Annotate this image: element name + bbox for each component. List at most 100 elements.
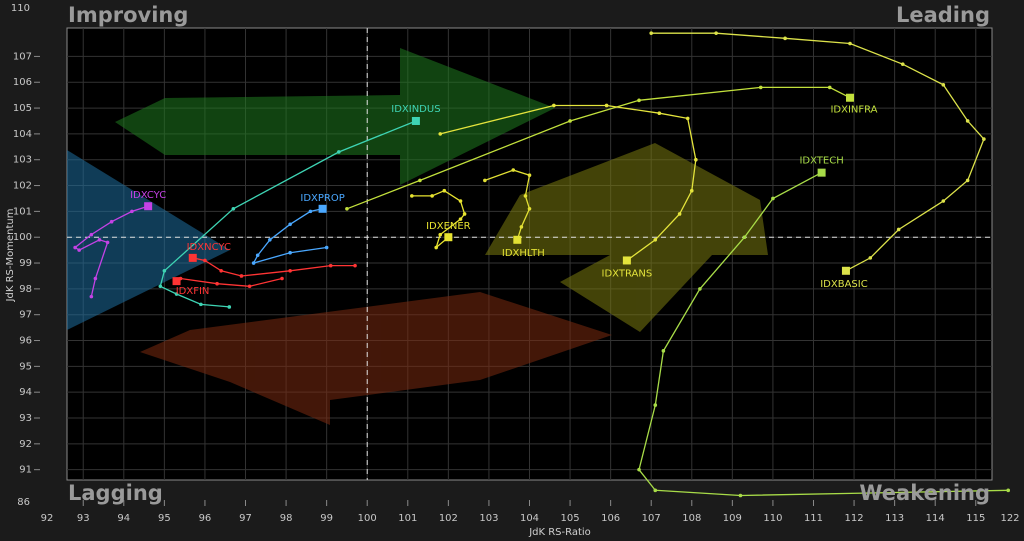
tail-line: [638, 172, 1009, 497]
tail-point: [438, 232, 443, 237]
tail-point: [288, 268, 292, 273]
quadrant-label: Weakening: [859, 481, 990, 505]
center-lines: [67, 28, 992, 480]
series-label: IDXINFRA: [830, 105, 877, 116]
tail-point: [430, 194, 434, 198]
tail-point: [105, 240, 110, 245]
series-label: IDXFIN: [176, 286, 210, 297]
series-label: IDXTRANS: [602, 268, 653, 279]
x-tick-label: 114: [926, 513, 945, 524]
tail-point: [97, 237, 102, 242]
series-label: IDXENER: [426, 221, 471, 232]
tail-point: [247, 284, 252, 289]
head-marker: [841, 266, 850, 275]
head-marker: [188, 253, 197, 262]
tail-point: [308, 209, 313, 214]
series-label: IDXHLTH: [502, 248, 545, 259]
tail-point: [174, 292, 179, 296]
x-tick-label: 99: [320, 513, 333, 524]
tail-point: [685, 116, 690, 121]
tail-point: [227, 305, 232, 309]
tail-point: [941, 83, 946, 87]
tail-point: [519, 225, 524, 229]
tail-point: [637, 467, 641, 472]
head-marker: [846, 93, 855, 102]
head-marker: [172, 277, 181, 286]
tail-point: [657, 111, 662, 116]
head-marker: [817, 168, 826, 177]
x-tick-label: 93: [77, 513, 90, 524]
tail-point: [689, 188, 694, 193]
tail-point: [328, 263, 333, 268]
x-tick-label: 95: [158, 513, 171, 524]
arrow-weakening-lagging: [140, 292, 612, 425]
tail-point: [158, 284, 163, 289]
tail-point: [458, 199, 463, 203]
tail-point: [231, 207, 236, 211]
y-tick-label: 100: [13, 232, 32, 243]
series-label: IDXPROP: [300, 193, 344, 204]
tail-point: [77, 248, 81, 252]
tail-point: [527, 207, 532, 211]
tail-point: [827, 85, 832, 90]
y-tick-label: 96: [19, 336, 32, 347]
tail-point: [239, 274, 244, 278]
x-outer-tick-label: 92: [41, 513, 54, 524]
tail-point: [199, 302, 203, 307]
x-tick-label: 112: [845, 513, 864, 524]
x-axis-title: JdK RS-Ratio: [528, 527, 591, 538]
tail-point: [677, 212, 682, 216]
y-tick-label: 94: [19, 387, 32, 398]
y-tick-label: 101: [13, 206, 32, 217]
tail-point: [661, 349, 666, 353]
tail-point: [215, 281, 219, 286]
x-tick-label: 100: [358, 513, 377, 524]
head-marker: [411, 116, 420, 125]
head-marker: [513, 235, 522, 244]
tail-line: [440, 104, 697, 262]
tail-point: [93, 276, 98, 281]
tail-point: [162, 268, 167, 273]
tail-point: [637, 98, 641, 103]
quadrant-label: Leading: [896, 3, 990, 27]
tail-point: [89, 232, 94, 237]
y-tick-label: 105: [13, 103, 32, 114]
tail-point: [251, 261, 256, 265]
arrow-lagging-improving: [67, 150, 230, 330]
tail-point: [653, 403, 658, 407]
y-axis-title: JdK RS-Momentum: [5, 209, 16, 303]
tail-point: [442, 188, 447, 193]
x-tick-label: 113: [885, 513, 904, 524]
series-label: IDXCYC: [130, 190, 166, 201]
x-tick-label: 105: [561, 513, 580, 524]
tail-line: [252, 208, 327, 265]
tail-point: [868, 256, 873, 260]
arrow-improving-leading: [115, 48, 555, 185]
tail-point: [771, 196, 775, 201]
tail-point: [410, 194, 414, 198]
tail-point: [694, 157, 698, 162]
tail-point: [552, 103, 556, 108]
tail-point: [324, 245, 329, 250]
y-tick-label: 95: [19, 361, 32, 372]
series-label: IDXINDUS: [391, 104, 440, 115]
tail-point: [941, 199, 946, 203]
x-tick-label: 97: [239, 513, 252, 524]
tail-point: [783, 36, 787, 41]
tail-point: [896, 227, 901, 232]
x-tick-label: 111: [804, 513, 823, 524]
tail-point: [483, 178, 487, 183]
x-tick-label: 102: [439, 513, 458, 524]
y-tick-label: 91: [19, 465, 32, 476]
tail-point: [527, 173, 532, 178]
x-tick-label: 98: [280, 513, 293, 524]
tail-point: [89, 294, 94, 299]
series-label: IDXTECH: [799, 156, 843, 167]
x-tick-label: 96: [199, 513, 212, 524]
y-tick-label: 107: [13, 51, 32, 62]
y-tick-label: 98: [19, 284, 32, 295]
head-marker: [622, 256, 631, 265]
x-tick-label: 109: [723, 513, 742, 524]
tail-point: [345, 207, 349, 211]
y-tick-label: 93: [19, 413, 32, 424]
